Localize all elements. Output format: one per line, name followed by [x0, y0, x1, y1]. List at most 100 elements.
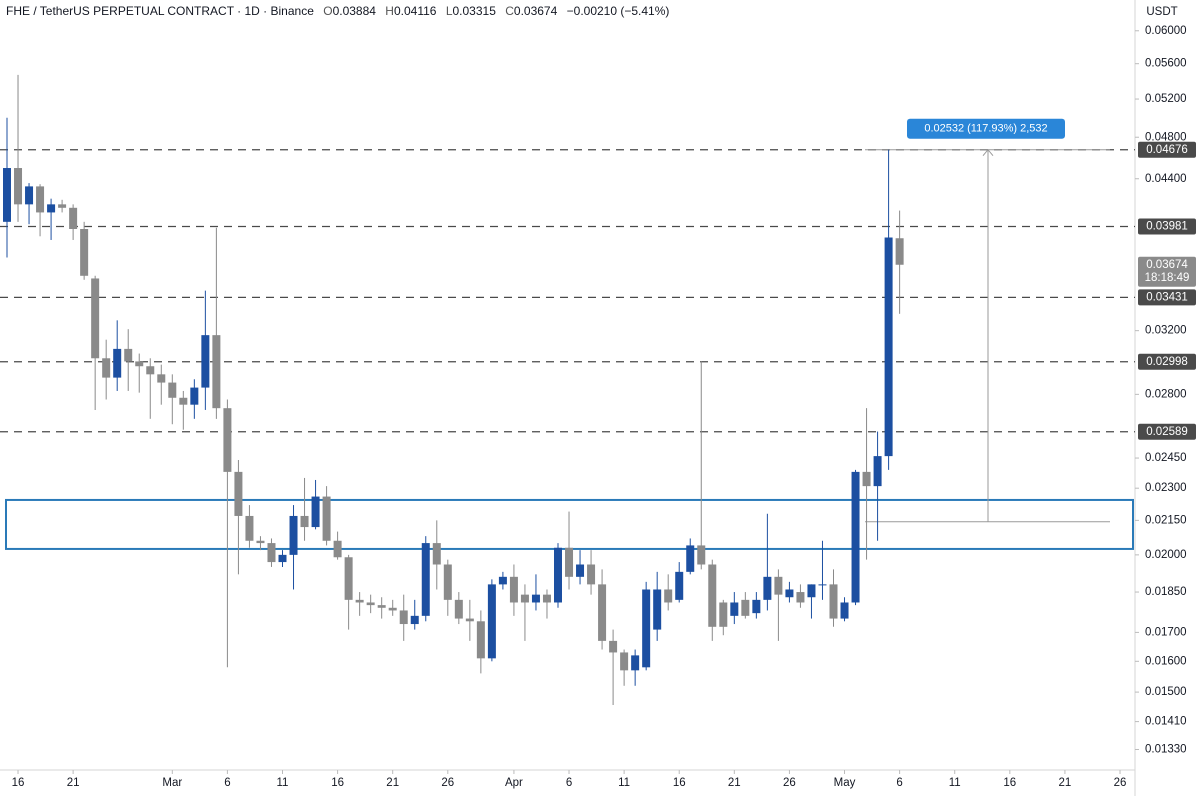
ohlc-key: L: [445, 4, 453, 18]
candle-body: [278, 554, 287, 563]
candle-body: [851, 471, 860, 603]
x-tick-label: Mar: [162, 777, 182, 789]
y-tick-label: 0.05600: [1145, 58, 1187, 70]
candle-body: [344, 557, 353, 600]
x-tick-label: Apr: [505, 777, 523, 789]
x-tick-label: 6: [566, 777, 572, 789]
candle-body: [223, 408, 232, 472]
candle-body: [289, 515, 298, 555]
candle-body: [796, 592, 805, 603]
candle-body: [135, 361, 144, 367]
y-tick-label: 0.01700: [1145, 626, 1187, 638]
candle-body: [774, 576, 783, 595]
candle-body: [168, 382, 177, 398]
candle-body: [542, 594, 551, 603]
candle-body: [47, 204, 56, 213]
y-tick-label: 0.04400: [1145, 173, 1187, 185]
candle-body: [664, 589, 673, 603]
candle-body: [565, 547, 574, 577]
x-tick-label: 11: [618, 777, 630, 789]
candle-body: [498, 576, 507, 585]
candle-body: [311, 496, 320, 528]
candle-body: [697, 545, 706, 565]
x-tick-label: 16: [673, 777, 686, 789]
x-tick-label: 6: [896, 777, 902, 789]
x-tick-label: May: [834, 777, 856, 789]
y-tick-label: 0.01500: [1145, 686, 1187, 698]
level-label: 0.02589: [1146, 426, 1188, 438]
y-tick-label: 0.02300: [1145, 482, 1187, 494]
candle-body: [862, 471, 871, 487]
x-tick-label: 21: [1059, 777, 1072, 789]
ohlc-key: C: [505, 4, 514, 18]
candle-body: [157, 374, 166, 383]
candle-body: [465, 618, 474, 622]
candle-body: [201, 335, 210, 388]
y-tick-label: 0.03200: [1145, 325, 1187, 337]
candle-body: [146, 366, 155, 375]
ohlc-key: O: [323, 4, 333, 18]
candle-body: [377, 605, 386, 608]
candle-body: [675, 571, 684, 600]
level-label-box: [1138, 423, 1196, 440]
candle-body: [256, 540, 265, 544]
x-tick-label: 16: [331, 777, 344, 789]
candle-body: [631, 655, 640, 671]
candle-body: [487, 584, 496, 659]
candle-body: [245, 515, 254, 541]
level-label-box: [1138, 289, 1196, 306]
candle-body: [366, 602, 375, 606]
candle-body: [443, 564, 452, 600]
level-label-box: [1138, 218, 1196, 235]
candle-body: [520, 594, 529, 603]
x-tick-label: 26: [1114, 777, 1127, 789]
y-tick-label: 0.02150: [1145, 514, 1187, 526]
x-tick-label: 16: [1003, 777, 1016, 789]
candle-body: [509, 576, 518, 603]
candle-body: [609, 640, 618, 653]
y-tick-label: 0.01600: [1145, 655, 1187, 667]
x-tick-label: 11: [277, 777, 289, 789]
ohlc-key: H: [385, 4, 394, 18]
countdown: 18:18:49: [1145, 272, 1190, 284]
candle-body: [25, 186, 34, 205]
candle-body: [587, 564, 596, 585]
x-tick-label: 11: [949, 777, 961, 789]
level-label: 0.03431: [1146, 291, 1188, 303]
candle-body: [741, 599, 750, 616]
candle-body: [620, 652, 629, 671]
y-tick-label: 0.01330: [1145, 744, 1187, 756]
candle-body: [212, 335, 221, 409]
measure-label-box: [907, 118, 1065, 139]
candle-body: [399, 610, 408, 625]
candle-body: [333, 540, 342, 558]
candle-body: [36, 186, 45, 213]
candle-body: [432, 543, 441, 565]
candle-body: [840, 602, 849, 619]
candle-body: [410, 615, 419, 625]
candle-body: [730, 602, 739, 616]
candle-body: [476, 621, 485, 659]
candle-body: [531, 594, 540, 603]
current-price-box: [1138, 256, 1196, 287]
ohlc-value: 0.03674: [513, 4, 558, 18]
candle-body: [179, 397, 188, 405]
y-tick-label: 0.01850: [1145, 586, 1187, 598]
y-tick-label: 0.01410: [1145, 716, 1187, 728]
candle-body: [355, 599, 364, 603]
x-tick-label: 6: [224, 777, 230, 789]
level-label: 0.03981: [1146, 221, 1188, 233]
x-tick-label: 21: [386, 777, 399, 789]
candle-body: [752, 599, 761, 614]
candle-body: [895, 238, 904, 265]
candle-body: [642, 589, 651, 668]
candle-body: [598, 584, 607, 641]
level-label-box: [1138, 353, 1196, 370]
candle-body: [388, 607, 397, 611]
candle-body: [884, 237, 893, 457]
candle-body: [300, 515, 309, 528]
candle-body: [807, 584, 816, 598]
symbol-title: FHE / TetherUS PERPETUAL CONTRACT · 1D ·…: [6, 4, 314, 18]
